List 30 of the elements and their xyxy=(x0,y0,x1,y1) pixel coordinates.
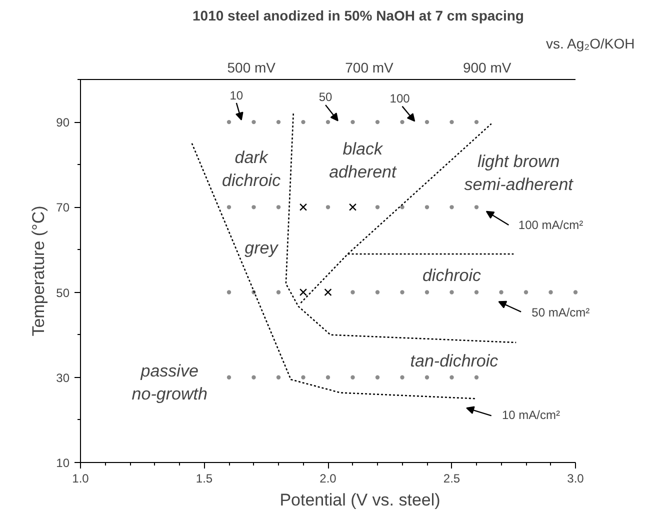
y-tick-label: 50 xyxy=(56,286,70,300)
x2-axis-title: vs. Ag₂O/KOH xyxy=(546,36,635,52)
annotation: light brown semi-adherent xyxy=(464,152,574,194)
x-axis-title: Potential (V vs. steel) xyxy=(280,490,440,510)
annotation: passive no-growth xyxy=(132,362,208,404)
x-tick-label: 3.0 xyxy=(567,472,584,486)
x-tick-label: 2.0 xyxy=(320,472,337,486)
x-tick-label: 1.0 xyxy=(72,472,90,486)
annotation: 50 xyxy=(318,90,333,104)
annotation: 100 xyxy=(390,92,410,106)
annotation: dichroic xyxy=(422,266,482,285)
x2-tick-label: 500 mV xyxy=(227,60,276,76)
annotation: 10 xyxy=(230,88,244,102)
y-axis-title: Temperature (°C) xyxy=(29,206,48,336)
annotation: 50 mA/cm² xyxy=(532,306,590,320)
y-tick-label: 70 xyxy=(56,200,70,215)
annotation: black adherent xyxy=(329,139,398,182)
annotation: tan-dichroic xyxy=(410,352,499,371)
x-tick-label: 2.5 xyxy=(443,472,460,486)
y-tick-label: 90 xyxy=(56,116,70,130)
annotation: 10 mA/cm² xyxy=(502,408,560,422)
x-tick-label: 1.5 xyxy=(196,472,213,486)
y-tick-label: 10 xyxy=(56,456,70,470)
annotation: 100 mA/cm² xyxy=(518,218,584,232)
chart-title: 1010 steel anodized in 50% NaOH at 7 cm spacing xyxy=(192,8,524,24)
annotation: dark dichroic xyxy=(222,148,282,190)
x2-tick-label: 900 mV xyxy=(462,60,512,76)
x2-tick-label: 700 mV xyxy=(345,60,394,76)
annotation: grey xyxy=(244,238,280,258)
y-tick-label: 30 xyxy=(56,370,70,385)
